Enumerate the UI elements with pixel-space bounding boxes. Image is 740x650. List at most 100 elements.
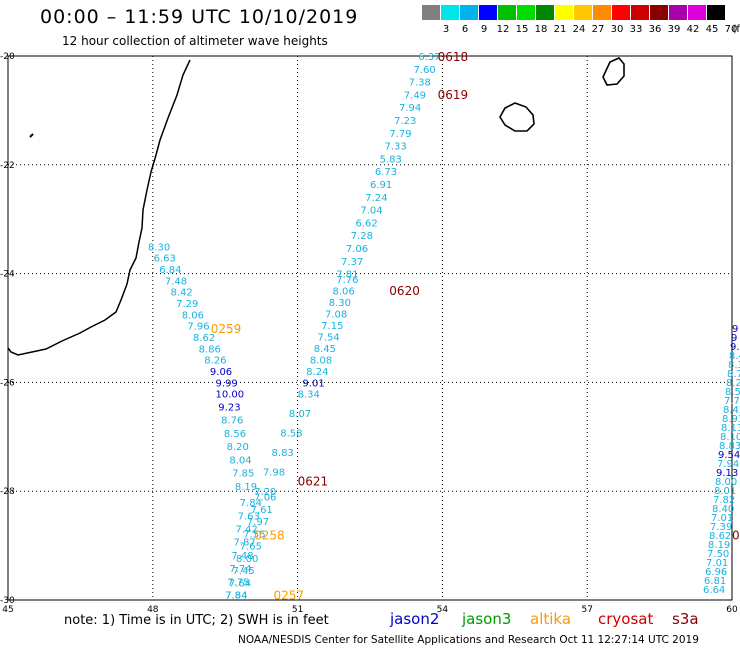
footer-note: note: 1) Time is in UTC; 2) SWH is in fe…	[64, 613, 329, 628]
wave-height-label: 7.48	[165, 276, 187, 287]
wave-height-label: 7.77	[724, 396, 740, 407]
scale-label: 45	[705, 24, 719, 35]
wave-height-label: 10.00	[216, 389, 245, 400]
wave-height-label: 6.91	[370, 180, 392, 191]
wave-height-label: 7.85	[232, 469, 254, 480]
scale-swatch	[422, 5, 440, 20]
wave-height-label: 9.01	[302, 378, 324, 389]
scale-unit: (ft)	[732, 24, 740, 35]
x-tick-label: 45	[2, 605, 13, 615]
wave-height-label: 9.06	[210, 367, 232, 378]
x-tick-label: 54	[437, 605, 449, 615]
scale-swatch	[498, 5, 516, 20]
wave-height-label: 8.01	[714, 486, 736, 497]
wave-height-label: 7.45	[232, 566, 254, 577]
wave-height-label: 8.00	[715, 477, 737, 488]
wave-height-label: 6.64	[703, 585, 725, 596]
pass-time-label: 0618	[438, 50, 469, 64]
wave-height-label: 8.00	[236, 554, 258, 565]
wave-height-label: 7.94	[399, 103, 421, 114]
scale-label: 18	[534, 24, 548, 35]
wave-height-label: 7.97	[247, 517, 269, 528]
pass-time-label: 0257	[273, 589, 304, 603]
wave-height-label: 8.37	[728, 360, 740, 371]
wave-height-label: 7.84	[240, 498, 262, 509]
wave-height-label: 9.54	[718, 450, 740, 461]
wave-height-label: 7.42	[236, 525, 258, 536]
wave-height-label: 7.60	[413, 65, 435, 76]
grid-lines	[8, 56, 732, 600]
wave-height-label: 6.37	[418, 52, 440, 63]
scale-label: 3	[442, 24, 450, 35]
wave-height-label: 6.62	[356, 218, 378, 229]
wave-height-label: 7.63	[238, 511, 260, 522]
wave-height-label: 7.04	[360, 206, 382, 217]
wave-height-label: 7.74	[229, 564, 251, 575]
wave-height-label: 7.61	[251, 505, 273, 516]
wave-height-label: 8.58	[725, 387, 740, 398]
scale-swatch	[707, 5, 725, 20]
wave-height-label: 8.26	[204, 356, 226, 367]
pass-time-label: 0620	[389, 284, 420, 298]
wave-height-label: 7.87	[233, 538, 255, 549]
scale-label: 27	[591, 24, 605, 35]
legend-item-s3a: s3a	[672, 610, 699, 628]
scale-swatch	[631, 5, 649, 20]
wave-height-label: 6.96	[705, 567, 727, 578]
scale-label: 9	[480, 24, 488, 35]
scale-swatch	[517, 5, 535, 20]
scale-swatch	[650, 5, 668, 20]
wave-height-label: 9.2	[730, 342, 740, 353]
wave-height-label: 8.06	[332, 287, 354, 298]
wave-height-label: 7.49	[404, 90, 426, 101]
wave-height-label: 7.28	[351, 231, 373, 242]
scale-label: 24	[572, 24, 586, 35]
wave-height-label: 8.41	[729, 351, 740, 362]
scale-swatch	[574, 5, 592, 20]
scale-swatch	[479, 5, 497, 20]
wave-height-label: 8.42	[723, 405, 740, 416]
wave-height-label: 8.06	[182, 310, 204, 321]
scale-swatch	[669, 5, 687, 20]
scale-label: 15	[515, 24, 529, 35]
y-tick-label: -24	[0, 270, 15, 280]
legend-item-cryosat: cryosat	[598, 610, 654, 628]
wave-height-label: 7.01	[706, 558, 728, 569]
wave-height-label: 7.48	[231, 551, 253, 562]
wave-height-label: 8.62	[709, 531, 731, 542]
wave-height-label: 8.42	[170, 288, 192, 299]
scale-label: 42	[686, 24, 700, 35]
wave-height-label: 6.63	[154, 254, 176, 265]
scale-swatch	[555, 5, 573, 20]
wave-height-label: 6.73	[375, 167, 397, 178]
wave-height-label: 7.50	[707, 549, 729, 560]
wave-height-label: 8.30	[148, 242, 170, 253]
scale-swatch	[460, 5, 478, 20]
pass-time-label: 0619	[438, 88, 469, 102]
wave-height-label: 7.24	[365, 193, 387, 204]
wave-height-label: 7.01	[711, 513, 733, 524]
wave-height-label: 8.08	[310, 355, 332, 366]
wave-height-label: 7.79	[389, 129, 411, 140]
madagascar-coast	[7, 59, 191, 356]
wave-height-label: 7.65	[240, 542, 262, 553]
wave-height-label: 6.81	[704, 576, 726, 587]
scale-label: 12	[496, 24, 510, 35]
wave-height-label: 9	[732, 324, 738, 335]
wave-height-label: 8.40	[712, 504, 734, 515]
scale-swatch	[441, 5, 459, 20]
x-tick-label: 60	[726, 605, 738, 615]
scale-label: 33	[629, 24, 643, 35]
page-title: 00:00 – 11:59 UTC 10/10/2019	[40, 6, 359, 28]
scale-label: 39	[667, 24, 681, 35]
wave-height-label: 7.82	[713, 495, 735, 506]
wave-height-label: 8.79	[727, 369, 740, 380]
reunion-island	[499, 102, 535, 132]
plot-frame	[7, 55, 733, 601]
axis-ticks: 45 48 51 54 57 60 -20 -22 -24 -26 -28 -30	[0, 52, 738, 615]
wave-height-label: 8.45	[314, 344, 336, 355]
wave-height-label: 8.56	[224, 429, 246, 440]
wave-height-label: 7.96	[187, 322, 209, 333]
wave-height-label: 6.84	[159, 265, 181, 276]
